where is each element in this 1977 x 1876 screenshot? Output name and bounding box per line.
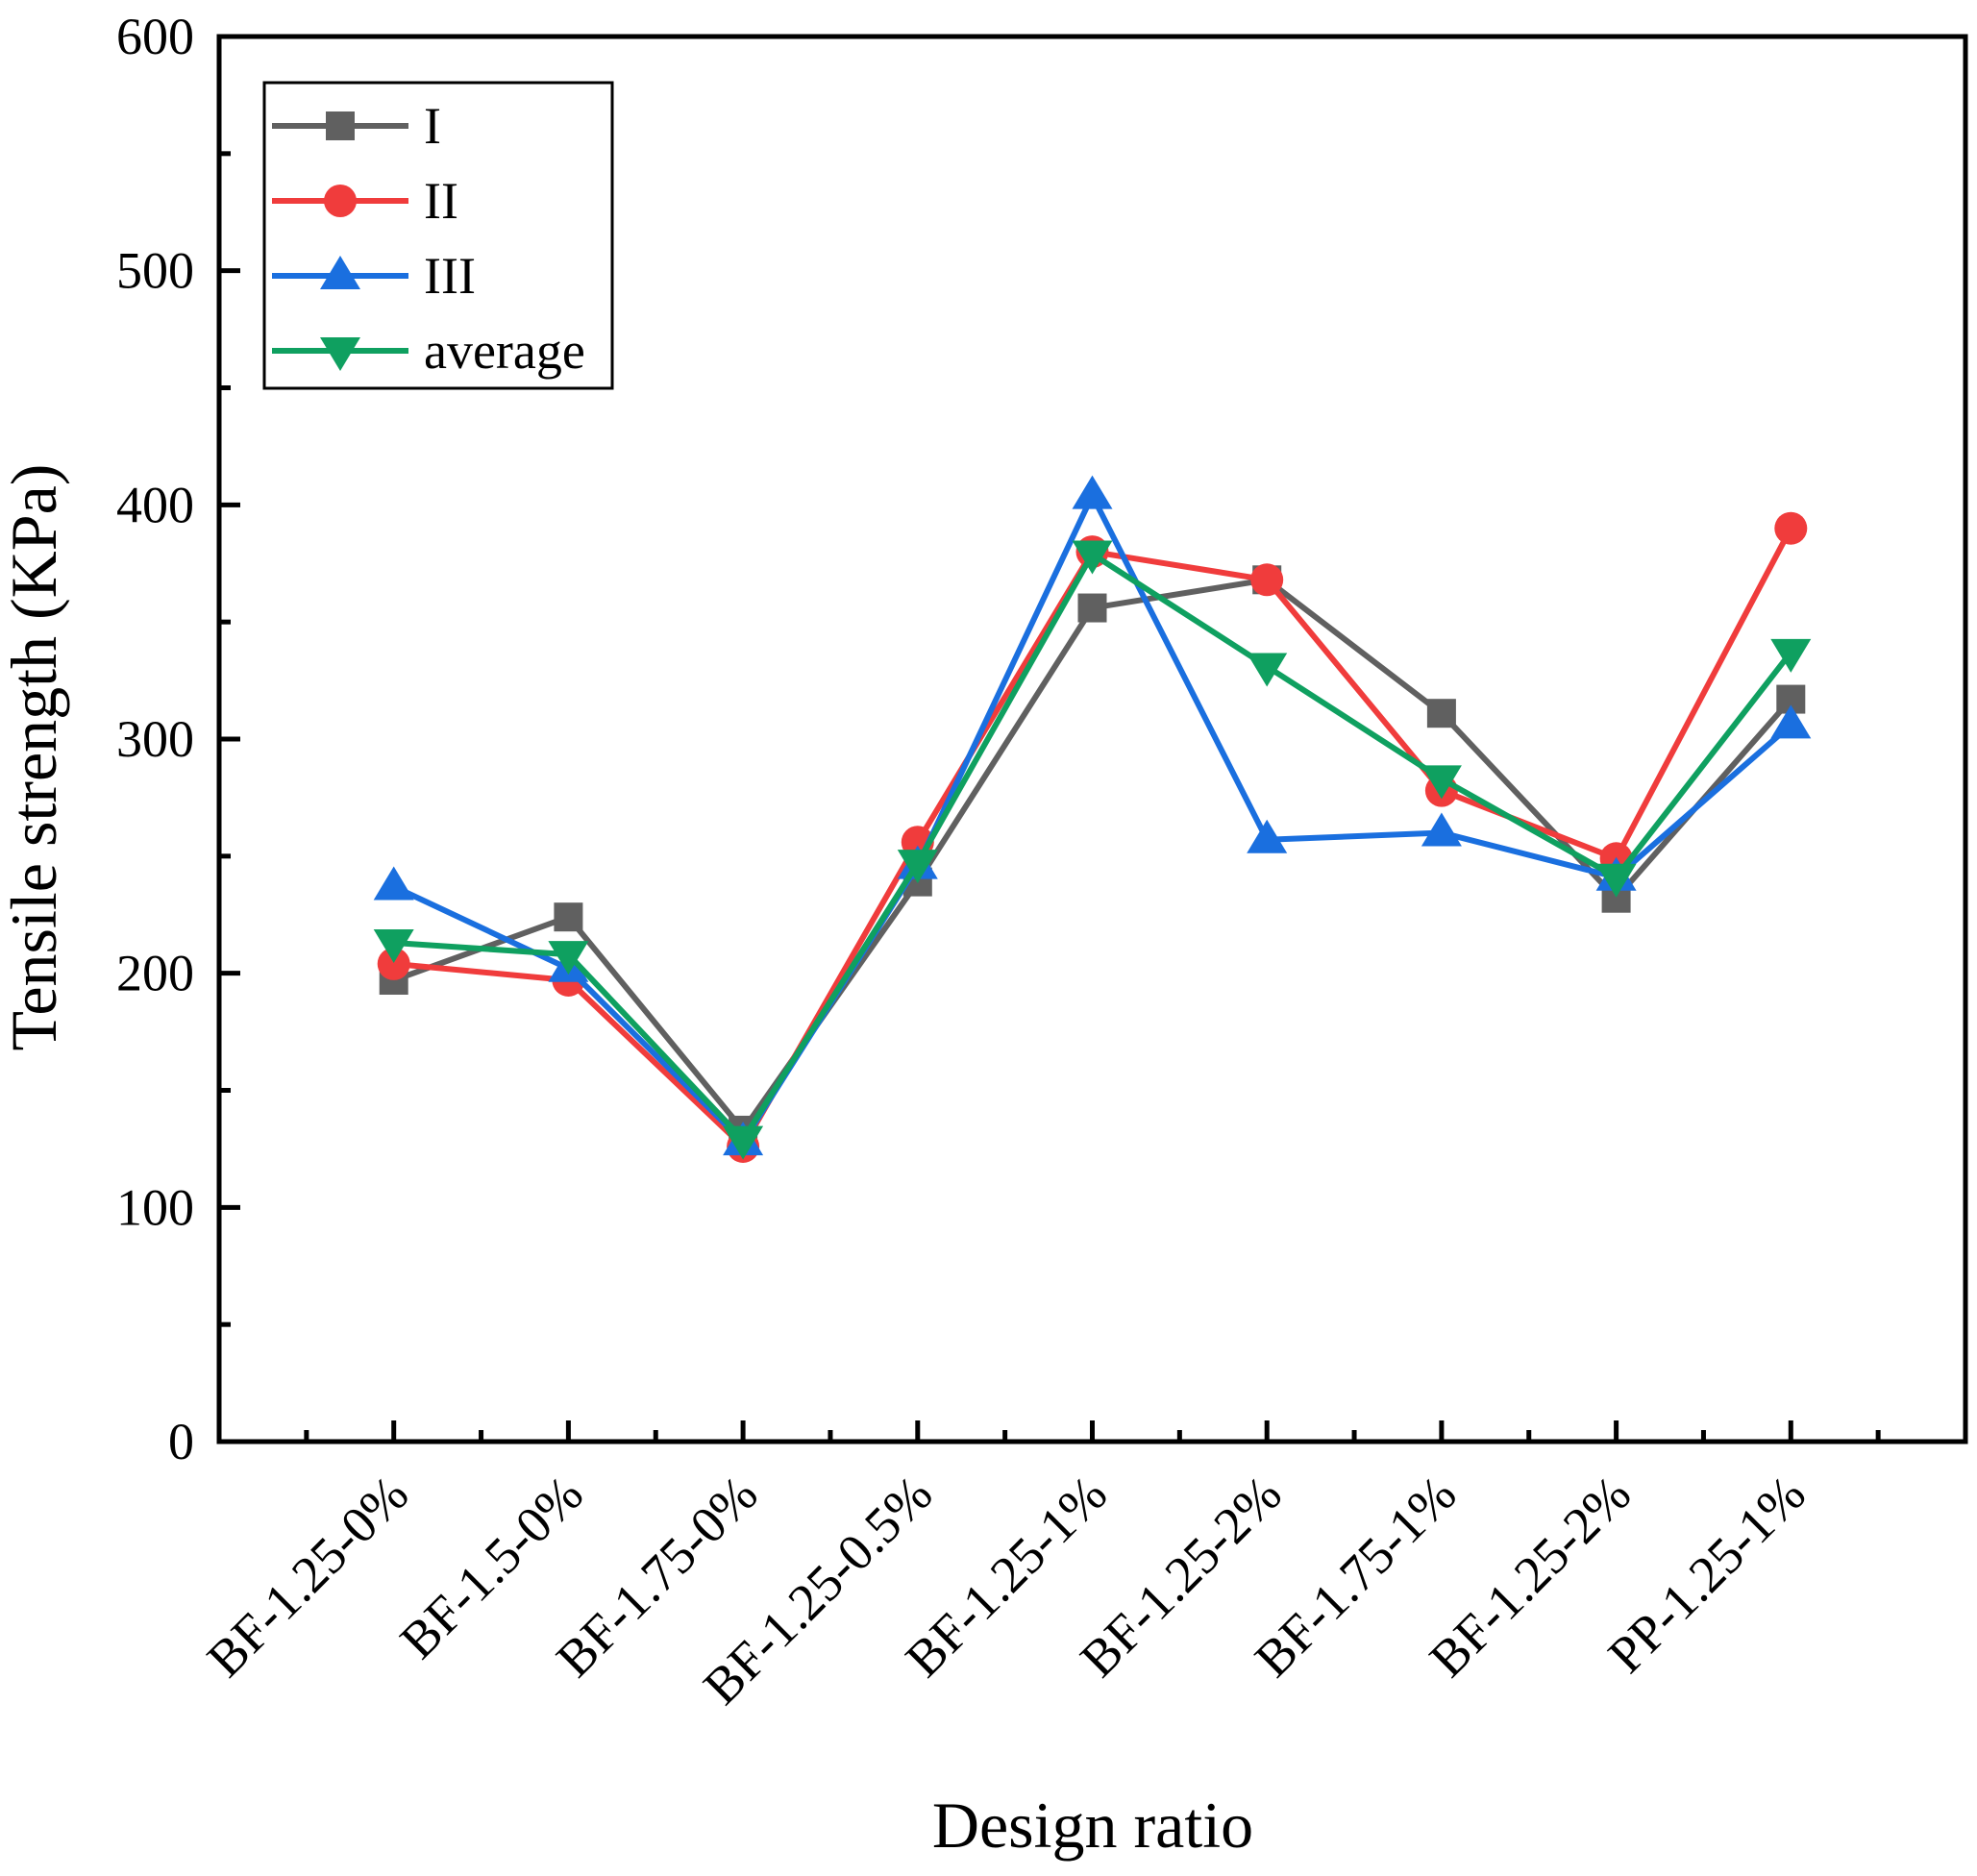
legend-item: I — [272, 97, 441, 155]
data-point — [373, 928, 414, 963]
data-point — [1077, 593, 1107, 623]
data-point — [1595, 863, 1637, 898]
y-tick-label: 400 — [116, 476, 194, 533]
data-point — [1421, 812, 1462, 847]
y-tick-label: 500 — [116, 242, 194, 300]
series-iii — [373, 475, 1812, 1156]
y-tick-label: 300 — [116, 710, 194, 768]
legend-marker — [326, 111, 355, 140]
data-point — [897, 850, 938, 884]
x-tick-label: BF-1.25-0% — [196, 1465, 419, 1688]
y-tick-label: 200 — [116, 945, 194, 1002]
y-tick-label: 100 — [116, 1178, 194, 1236]
data-point — [1421, 765, 1462, 800]
data-point — [723, 1125, 764, 1160]
legend-label: I — [424, 97, 441, 155]
legend-marker — [320, 337, 360, 371]
y-axis-title: Tensile strength (KPa) — [0, 464, 70, 1051]
legend-marker — [324, 185, 357, 217]
legend-item: III — [272, 247, 476, 305]
data-point — [1072, 475, 1113, 509]
legend-marker — [320, 256, 360, 289]
series-line — [392, 492, 1793, 1146]
data-point — [1770, 704, 1812, 739]
legend-label: average — [424, 322, 585, 380]
data-point — [1774, 511, 1808, 545]
data-point — [373, 866, 414, 901]
data-point — [1426, 699, 1456, 728]
data-point — [1247, 819, 1288, 853]
series-group — [373, 475, 1812, 1163]
x-axis-title: Design ratio — [932, 1789, 1253, 1862]
y-tick-label: 600 — [116, 8, 194, 65]
legend-label: III — [424, 247, 476, 305]
data-point — [1250, 563, 1284, 597]
data-point — [377, 947, 410, 980]
series-average — [373, 540, 1812, 1160]
data-point — [548, 941, 589, 975]
data-point — [554, 902, 583, 932]
data-point — [1072, 540, 1113, 575]
legend-label: II — [424, 172, 458, 230]
data-point — [1247, 653, 1288, 687]
legend-item: average — [272, 322, 585, 380]
series-i — [379, 565, 1806, 1145]
y-tick-label: 0 — [168, 1413, 194, 1470]
legend-item: II — [272, 172, 458, 230]
data-point — [1770, 638, 1812, 673]
